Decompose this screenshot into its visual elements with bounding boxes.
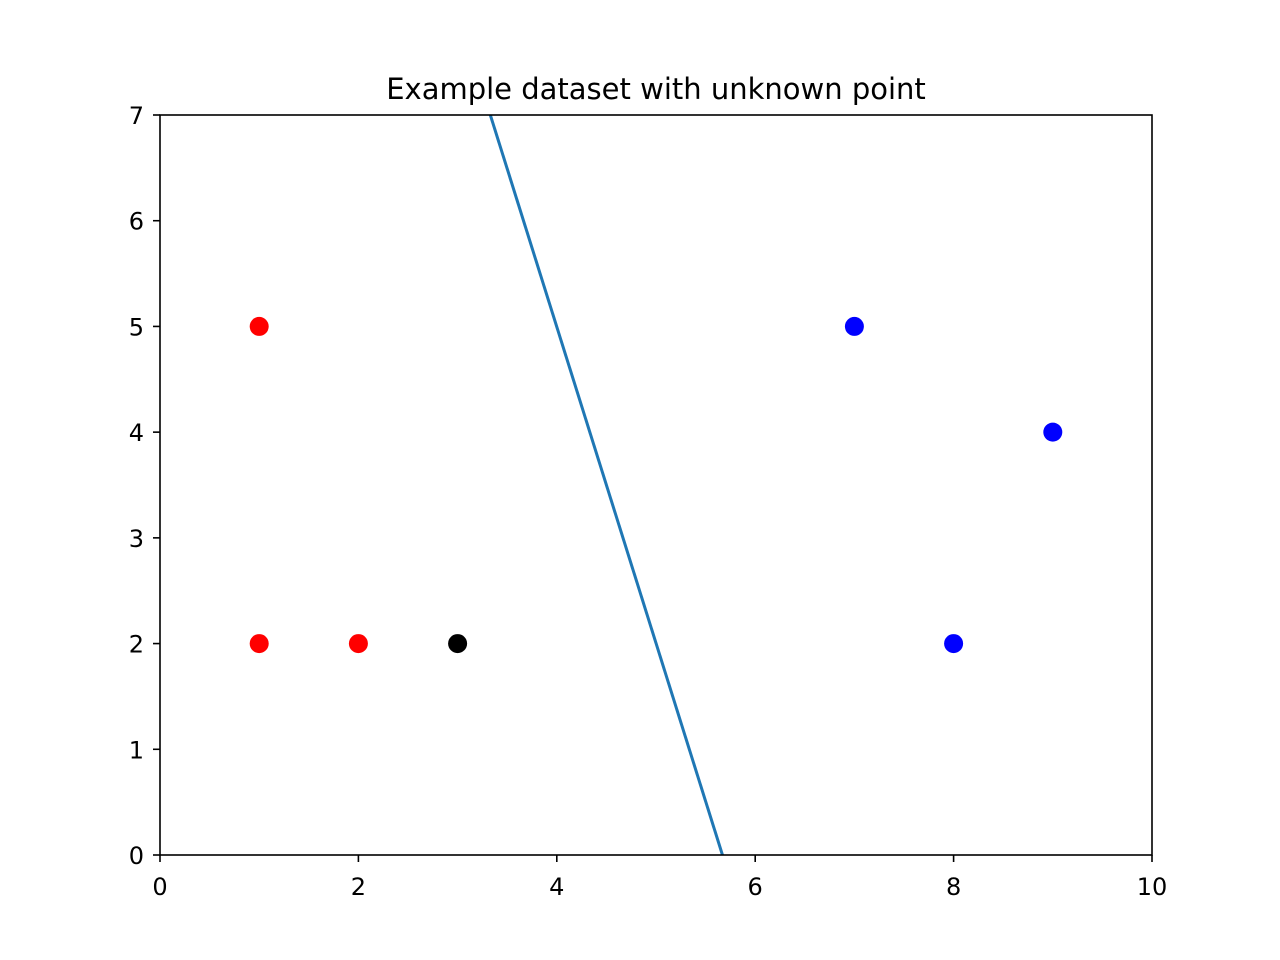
- data-point: [448, 634, 468, 654]
- plot-frame: [159, 114, 1153, 856]
- decision-line: [488, 115, 724, 855]
- y-tick-label: 4: [129, 419, 144, 447]
- data-point: [844, 316, 864, 336]
- plot-area: [249, 115, 1063, 855]
- data-point: [944, 634, 964, 654]
- data-point: [249, 634, 269, 654]
- x-tick-label: 10: [1137, 873, 1168, 901]
- x-tick-label: 0: [152, 873, 167, 901]
- chart-title: Example dataset with unknown point: [386, 72, 926, 106]
- data-point: [249, 316, 269, 336]
- x-tick-label: 6: [748, 873, 763, 901]
- y-tick-label: 1: [129, 736, 144, 764]
- x-tick-label: 4: [549, 873, 564, 901]
- data-point: [348, 634, 368, 654]
- y-tick-label: 6: [129, 208, 144, 236]
- axes: 0 2 4 6 8 10 0 1 2 3 4 5 6 7: [129, 102, 1168, 901]
- y-tick-label: 0: [129, 842, 144, 870]
- x-tick-label: 2: [351, 873, 366, 901]
- y-tick-label: 7: [129, 102, 144, 130]
- data-point: [1043, 422, 1063, 442]
- x-tick-label: 8: [946, 873, 961, 901]
- y-tick-label: 5: [129, 313, 144, 341]
- y-tick-label: 2: [129, 631, 144, 659]
- y-tick-label: 3: [129, 525, 144, 553]
